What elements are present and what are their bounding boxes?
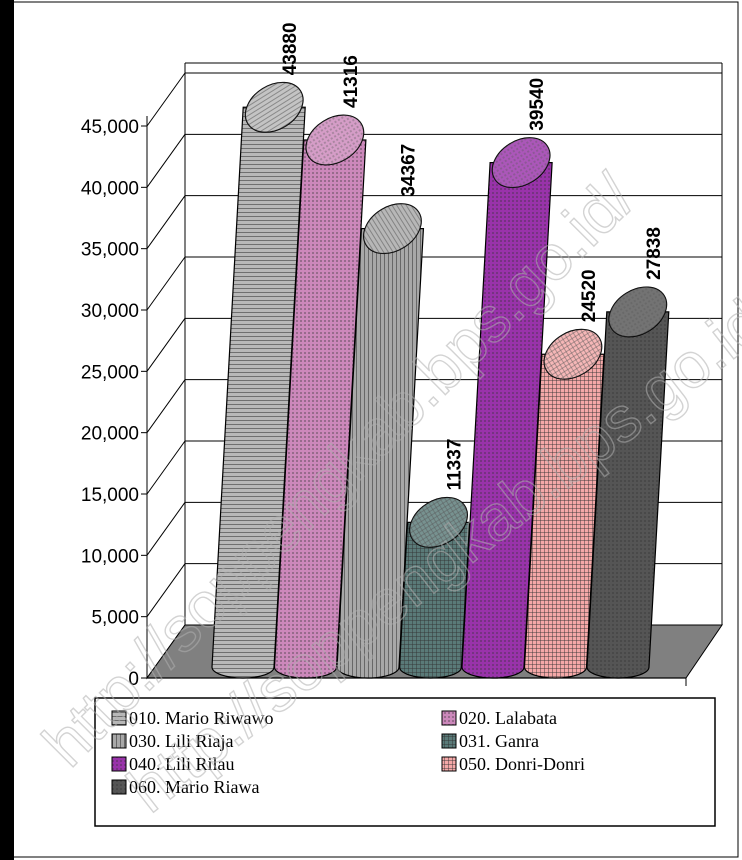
cylinder-bar — [273, 139, 367, 679]
legend-box — [94, 697, 716, 827]
gridline-diagonal — [146, 134, 186, 188]
data-label: 43880 — [280, 22, 301, 75]
cylinder-top — [409, 496, 468, 548]
cylinder-bar — [398, 521, 471, 679]
gridline-diagonal — [146, 563, 186, 617]
cylinder-top — [491, 137, 551, 189]
cylinder-top-highlight — [544, 329, 602, 380]
y-tick-label: 30,000 — [81, 301, 139, 322]
cylinder-bar — [461, 162, 553, 679]
cylinder-top — [543, 328, 603, 380]
data-labels: 43880 41316 34367 11337 39540 24520 27838 — [280, 22, 665, 490]
y-tick-label: 20,000 — [81, 424, 139, 445]
legend-entry: 031. Ganra — [459, 731, 539, 751]
y-tick-label: 15,000 — [81, 485, 139, 506]
cylinder-bar — [211, 106, 306, 679]
legend-entry: 010. Mario Riwawo — [129, 708, 273, 728]
legend-swatch — [111, 756, 127, 772]
y-tick-label: 40,000 — [81, 178, 139, 199]
cylinder-top-highlight — [306, 115, 364, 165]
cylinder-top-highlight — [363, 203, 422, 254]
gridline-diagonal — [146, 318, 186, 372]
gridline-diagonal — [146, 440, 186, 495]
gridline-diagonal — [146, 256, 186, 311]
legend-swatch — [111, 733, 127, 749]
gridline-diagonal — [146, 379, 186, 433]
legend-entry: 050. Donri-Donri — [459, 754, 585, 774]
legend-swatch — [111, 710, 127, 726]
legend-entry: 060. Mario Riawa — [129, 777, 259, 797]
legend-entry: 020. Lalabata — [459, 708, 557, 728]
data-label: 34367 — [398, 144, 419, 197]
y-tick-label: 45,000 — [81, 117, 139, 138]
cylinder-top — [244, 81, 304, 133]
left-border-bar — [0, 0, 14, 860]
y-tick-label: 0 — [128, 669, 139, 690]
bars — [211, 81, 670, 679]
y-tick-label: 10,000 — [81, 546, 139, 567]
data-label: 27838 — [644, 227, 665, 280]
y-tick-label: 5,000 — [91, 608, 139, 629]
cylinder-top-highlight — [492, 137, 550, 188]
data-label: 24520 — [579, 269, 600, 322]
legend-swatch — [111, 779, 127, 795]
cylinder-top-highlight — [245, 82, 303, 133]
legend: 010. Mario Riwawo 020. Lalabata 030. Lili … — [94, 697, 716, 827]
cylinder-top — [305, 114, 365, 166]
legend-swatch — [441, 756, 457, 772]
gridline-diagonal — [146, 195, 186, 249]
data-label: 39540 — [527, 78, 548, 131]
y-tick-label: 25,000 — [81, 362, 139, 383]
gridline-diagonal — [146, 502, 186, 556]
cylinder-bar — [523, 353, 605, 679]
y-tick-label: 35,000 — [81, 240, 139, 261]
legend-entry: 030. Lili Riaja — [129, 731, 233, 751]
gridline-diagonal — [146, 72, 186, 127]
y-axis-ticks: 0 5,000 10,000 15,000 20,000 25,000 30,000 35,0… — [81, 117, 147, 690]
cylinder-top-highlight — [409, 497, 468, 548]
legend-entry: 040. Lili Rilau — [129, 754, 235, 774]
data-label: 11337 — [445, 439, 466, 491]
cylinder-bar — [336, 228, 425, 679]
data-label: 41316 — [341, 55, 362, 108]
cylinder-top-highlight — [609, 287, 667, 337]
cylinder-top — [363, 203, 422, 255]
cylinder-bar — [586, 311, 670, 679]
cylinder-top — [608, 286, 668, 338]
legend-swatch — [441, 733, 457, 749]
legend-swatch — [441, 710, 457, 726]
